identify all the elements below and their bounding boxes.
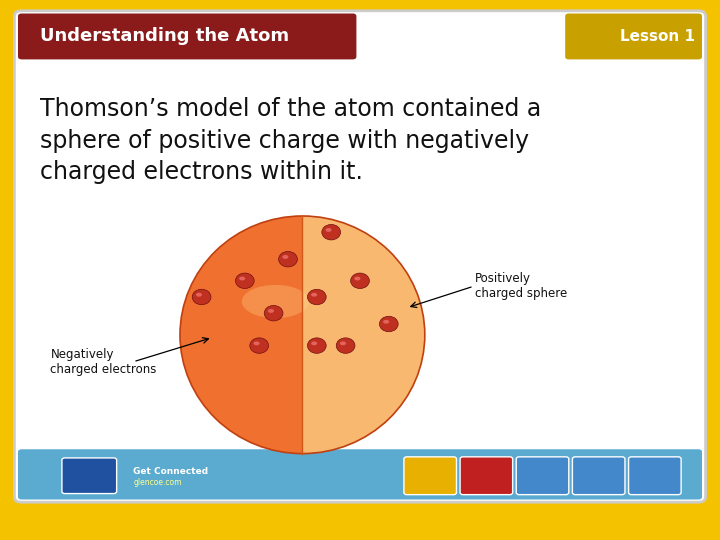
Ellipse shape [250, 338, 269, 353]
Ellipse shape [242, 285, 309, 318]
Ellipse shape [307, 338, 326, 353]
FancyBboxPatch shape [460, 457, 513, 495]
Ellipse shape [196, 293, 202, 296]
Text: Positively
charged sphere: Positively charged sphere [475, 272, 567, 300]
FancyBboxPatch shape [516, 457, 569, 495]
FancyBboxPatch shape [62, 458, 117, 494]
Text: Get Connected: Get Connected [133, 468, 208, 476]
Ellipse shape [282, 255, 289, 259]
Ellipse shape [379, 316, 398, 332]
FancyBboxPatch shape [18, 14, 356, 59]
FancyBboxPatch shape [565, 14, 702, 59]
Text: glencoe.com: glencoe.com [133, 478, 181, 487]
Ellipse shape [311, 293, 318, 296]
Ellipse shape [311, 341, 318, 345]
Ellipse shape [239, 276, 246, 280]
FancyBboxPatch shape [404, 457, 456, 495]
Ellipse shape [351, 273, 369, 288]
FancyBboxPatch shape [572, 457, 625, 495]
Ellipse shape [325, 228, 332, 232]
Ellipse shape [180, 216, 425, 454]
Ellipse shape [354, 276, 361, 280]
Text: Understanding the Atom: Understanding the Atom [40, 27, 289, 45]
Ellipse shape [336, 338, 355, 353]
Ellipse shape [253, 341, 260, 345]
FancyBboxPatch shape [629, 457, 681, 495]
Text: Negatively
charged electrons: Negatively charged electrons [50, 348, 157, 376]
Text: Thomson’s model of the atom contained a
sphere of positive charge with negativel: Thomson’s model of the atom contained a … [40, 97, 541, 184]
Ellipse shape [307, 289, 326, 305]
Ellipse shape [322, 225, 341, 240]
Ellipse shape [235, 273, 254, 288]
Polygon shape [302, 216, 425, 454]
FancyBboxPatch shape [18, 449, 702, 500]
Ellipse shape [192, 289, 211, 305]
FancyBboxPatch shape [14, 11, 706, 502]
Ellipse shape [340, 341, 346, 345]
Ellipse shape [264, 306, 283, 321]
Ellipse shape [279, 252, 297, 267]
Ellipse shape [268, 309, 274, 313]
Ellipse shape [383, 320, 390, 323]
Text: Lesson 1: Lesson 1 [620, 29, 695, 44]
